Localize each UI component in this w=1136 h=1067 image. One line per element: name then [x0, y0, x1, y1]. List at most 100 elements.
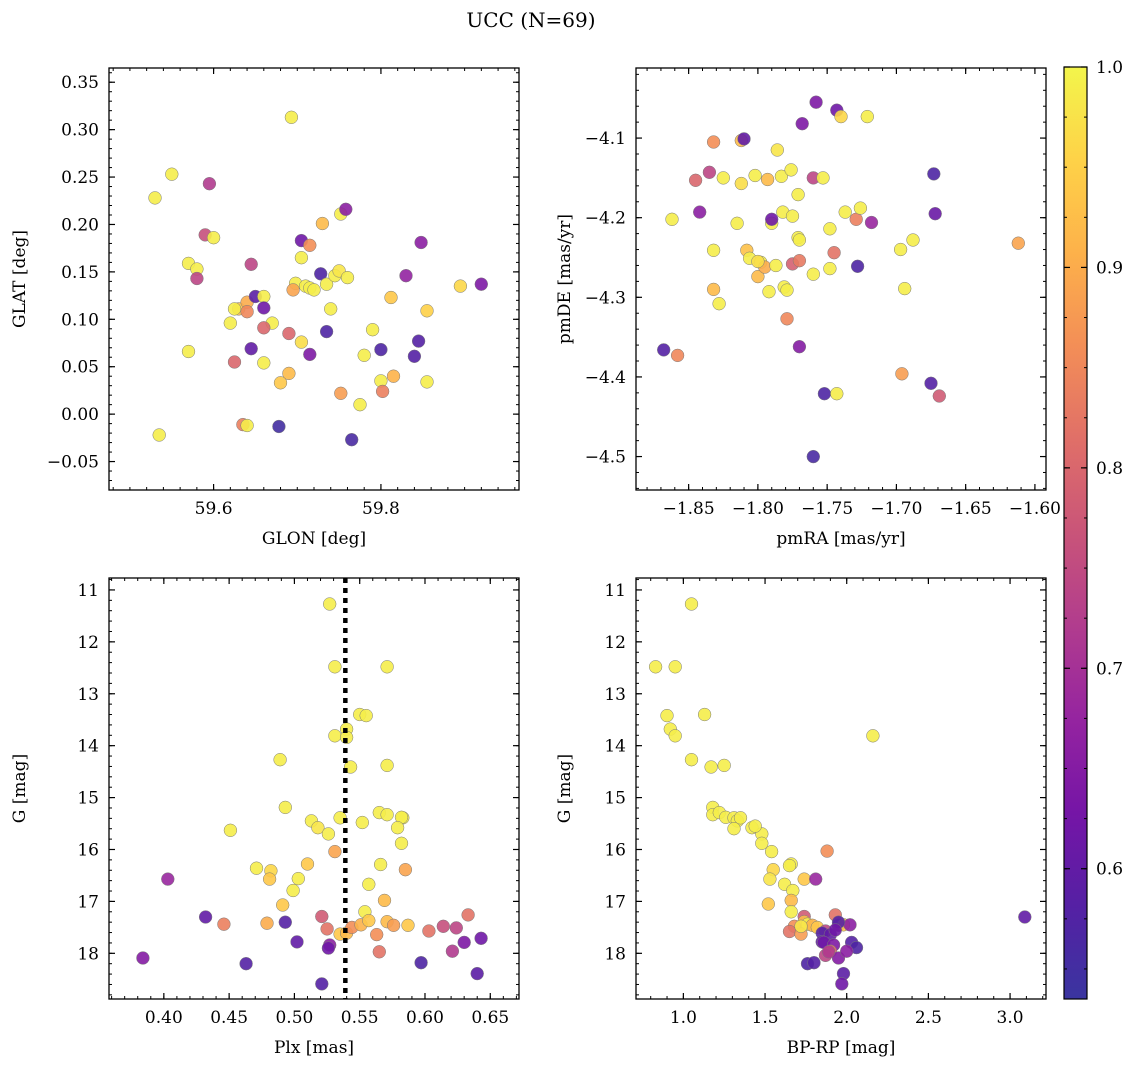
data-point — [704, 760, 718, 774]
data-point — [684, 597, 699, 611]
data-point — [474, 277, 488, 291]
panel-plx-g: 0.40 0.45 0.50 0.55 0.60 0.65 11 12 13 14 15 16 17 18… — [10, 577, 520, 1058]
data-point — [398, 863, 413, 877]
y-tick-label: −4.2 — [585, 209, 626, 229]
data-point — [394, 836, 409, 850]
data-point — [319, 277, 334, 291]
data-point — [257, 289, 271, 304]
y-tick-label: 0.25 — [61, 168, 99, 188]
y-tick-label: −4.5 — [585, 448, 626, 468]
data-point — [792, 254, 807, 268]
y-tick-label: 0.20 — [61, 215, 99, 235]
data-point — [806, 449, 820, 464]
data-point — [223, 823, 238, 837]
data-point — [748, 819, 762, 833]
data-point — [838, 205, 852, 219]
y-tick-label: 14 — [604, 737, 626, 757]
data-point — [924, 376, 938, 390]
data-point — [760, 172, 775, 187]
data-point — [286, 883, 300, 898]
data-point — [820, 844, 834, 858]
x-tick-label: 1.0 — [670, 1008, 697, 1028]
data-point — [834, 109, 848, 124]
data-point — [769, 258, 783, 273]
x-tick-label: 2.0 — [833, 1008, 860, 1028]
data-point — [717, 758, 731, 773]
data-point — [668, 660, 682, 674]
axes-frame — [635, 67, 1047, 491]
data-point — [223, 316, 237, 330]
data-point — [321, 827, 336, 841]
data-point — [328, 660, 342, 674]
data-point — [770, 143, 784, 157]
data-point — [165, 167, 179, 181]
data-point — [315, 909, 329, 924]
data-point — [375, 384, 390, 399]
data-point — [823, 222, 837, 236]
data-point — [411, 334, 426, 348]
data-point — [181, 344, 196, 359]
data-point — [436, 919, 450, 933]
data-point — [823, 261, 837, 276]
x-tick-label: 0.65 — [471, 1008, 509, 1028]
data-point — [284, 110, 299, 124]
data-point — [866, 729, 880, 743]
x-tick-label: 0.45 — [210, 1008, 248, 1028]
colorbar: 0.6 0.7 0.8 0.9 1.0 — [1063, 58, 1123, 1000]
data-point — [420, 375, 434, 389]
data-point — [414, 235, 428, 250]
data-point — [828, 923, 842, 937]
data-point — [660, 708, 674, 723]
data-point — [399, 269, 413, 283]
data-point — [227, 302, 242, 316]
data-point — [206, 231, 221, 245]
x-tick-label: 59.8 — [362, 499, 400, 519]
data-point — [684, 753, 699, 767]
data-point — [785, 209, 800, 223]
x-tick-label: −1.80 — [732, 499, 784, 519]
data-point — [276, 898, 290, 912]
y-tick-label: 0.05 — [61, 358, 99, 378]
data-point — [353, 398, 367, 412]
data-point — [407, 349, 422, 363]
y-tick-label: −0.05 — [47, 453, 99, 473]
data-point — [688, 173, 703, 187]
y-tick-label: 14 — [77, 737, 99, 757]
data-point — [328, 729, 342, 743]
data-point — [835, 977, 849, 991]
y-axis-label: G [mag] — [555, 754, 575, 823]
data-point — [291, 871, 305, 886]
y-tick-label: 12 — [604, 633, 626, 653]
data-point — [445, 944, 460, 958]
data-point — [262, 872, 277, 886]
data-point — [401, 918, 415, 932]
data-point — [290, 935, 304, 949]
colorbar-tick-label: 0.8 — [1096, 459, 1123, 479]
panels: 59.6 59.8 −0.05 0.00 0.05 0.10 0.15 0.20 0.25 0.3… — [10, 67, 1061, 1058]
data-point — [670, 348, 685, 363]
data-point — [780, 312, 794, 326]
data-point — [816, 171, 830, 185]
data-point — [706, 282, 721, 297]
data-point — [774, 169, 789, 183]
data-point — [792, 233, 807, 247]
data-point — [294, 251, 309, 265]
data-point — [323, 597, 337, 611]
data-point — [202, 177, 217, 191]
data-point — [324, 302, 338, 316]
data-point — [807, 956, 821, 970]
panel-pmra-pmde: −1.85 −1.80 −1.75 −1.70 −1.65 −1.60 −4.5 −4.4 −4… — [555, 67, 1061, 549]
data-point — [282, 326, 296, 341]
data-point — [240, 418, 254, 433]
data-point — [300, 857, 315, 871]
x-tick-label: 0.40 — [145, 1008, 183, 1028]
axes-frame — [108, 67, 520, 491]
data-point — [307, 283, 321, 297]
x-axis-label: BP-RP [mag] — [787, 1038, 896, 1058]
data-point — [303, 347, 317, 362]
x-tick-label: 59.6 — [195, 499, 233, 519]
data-point — [278, 800, 292, 815]
x-axis-label: GLON [deg] — [262, 529, 366, 549]
data-point — [853, 201, 868, 215]
